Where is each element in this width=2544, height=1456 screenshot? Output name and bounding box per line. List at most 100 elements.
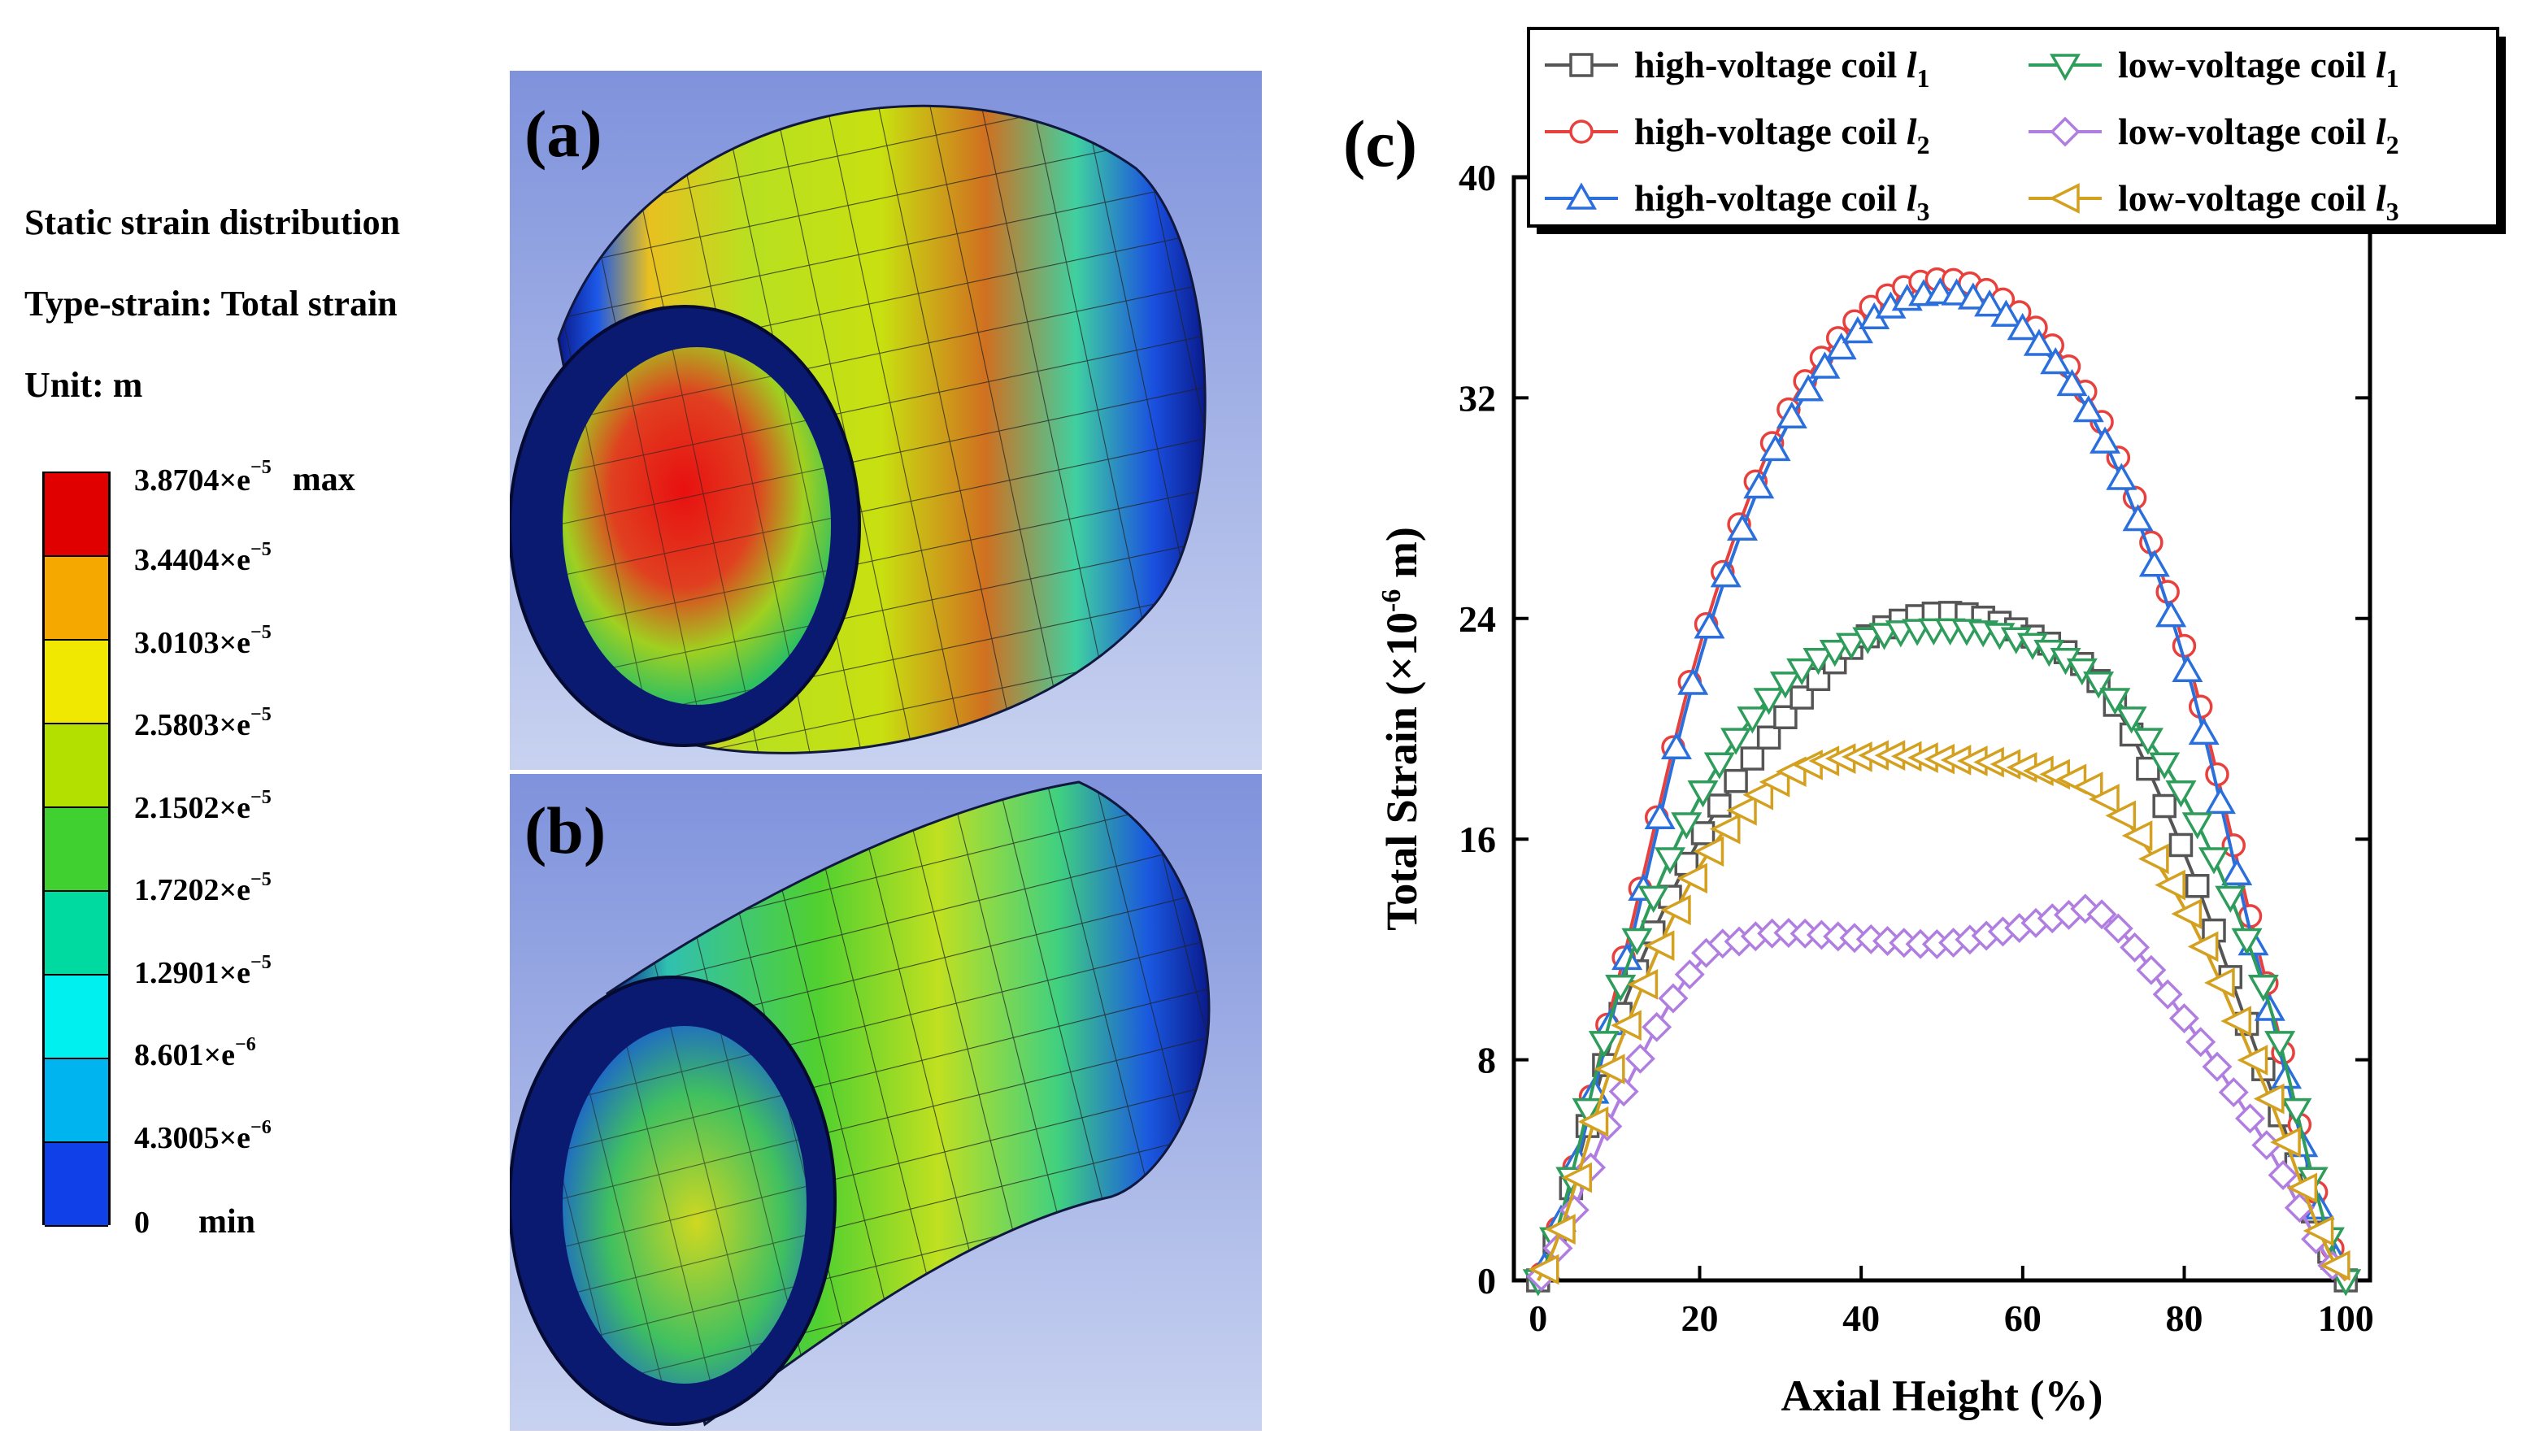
series-marker xyxy=(2165,780,2197,808)
series-marker xyxy=(1572,1097,1603,1126)
series-marker xyxy=(2007,312,2038,341)
series-marker xyxy=(1809,351,1841,379)
colorbar-label: 2.5803×e−5 xyxy=(134,704,272,743)
series-marker xyxy=(2220,1006,2251,1037)
colorbar-label: 4.3005×e−6 xyxy=(134,1116,272,1155)
legend-label: high-voltage coil l2 xyxy=(1634,111,1930,159)
series-marker xyxy=(2235,1103,2266,1134)
y-tick-label: 16 xyxy=(1459,819,1496,860)
series-marker xyxy=(1710,560,1742,588)
series-marker xyxy=(2247,975,2279,1002)
legend-marker xyxy=(2050,116,2081,147)
series-marker xyxy=(1825,332,1857,360)
series-marker xyxy=(2188,694,2213,719)
series-marker xyxy=(2040,347,2072,375)
series-marker xyxy=(1677,667,1709,695)
info-type: Type-strain: Total strain xyxy=(24,284,398,324)
series-line xyxy=(1536,628,2348,1281)
colorbar-segment xyxy=(45,640,108,724)
colorbar-label: 3.4404×e−5 xyxy=(134,539,272,578)
series-marker xyxy=(1637,885,1669,913)
colorbar-label: 0 min xyxy=(134,1203,256,1241)
series-marker xyxy=(2083,671,2115,699)
x-tick-label: 100 xyxy=(2318,1297,2374,1339)
series-marker xyxy=(2221,858,2253,886)
series-marker xyxy=(1720,728,1752,755)
series-marker xyxy=(2122,504,2154,532)
series-marker xyxy=(1740,746,1765,771)
series-marker xyxy=(1776,401,1807,429)
x-tick-label: 0 xyxy=(1529,1297,1547,1339)
series-marker xyxy=(2286,1172,2318,1204)
colorbar-segment xyxy=(45,807,108,892)
series-marker xyxy=(1709,813,1741,845)
series-marker xyxy=(1608,1076,1639,1107)
legend-marker xyxy=(1569,120,1594,144)
series-marker xyxy=(2149,752,2181,780)
series-marker xyxy=(2171,898,2203,929)
series-marker xyxy=(1658,983,1689,1014)
series-marker xyxy=(2086,899,2117,930)
series-marker xyxy=(2152,793,2177,819)
series-marker xyxy=(1727,513,1759,541)
series-marker xyxy=(2152,979,2183,1010)
series-marker xyxy=(1644,802,1676,829)
x-tick-label: 80 xyxy=(2166,1297,2203,1339)
series-marker xyxy=(2106,463,2137,490)
legend-marker xyxy=(2049,183,2080,214)
info-unit: Unit: m xyxy=(24,365,143,405)
series-marker xyxy=(1819,639,1850,667)
series-marker xyxy=(1605,975,1637,1002)
fem-panel-a xyxy=(510,71,1262,770)
series-marker xyxy=(1957,282,1989,310)
series-marker xyxy=(1759,767,1790,798)
legend-label: low-voltage coil l1 xyxy=(2118,44,2399,93)
y-tick-label: 40 xyxy=(1459,157,1496,198)
series-marker xyxy=(2264,1031,2296,1058)
colorbar-label: 1.2901×e−5 xyxy=(134,951,272,990)
series-marker xyxy=(1756,725,1781,750)
series-marker xyxy=(2204,786,2236,815)
y-tick-label: 0 xyxy=(1477,1260,1496,1302)
series-marker xyxy=(1690,821,1716,845)
series-marker xyxy=(1990,299,2022,327)
series-marker xyxy=(1707,793,1732,818)
series-marker xyxy=(1594,1054,1625,1084)
legend-box xyxy=(1527,27,2499,228)
series-marker xyxy=(2056,368,2088,397)
x-tick-label: 40 xyxy=(1842,1297,1880,1339)
legend-marker xyxy=(2049,54,2081,81)
series-marker xyxy=(1561,1162,1593,1193)
series-marker xyxy=(1611,1010,1642,1041)
x-axis-title: Axial Height (%) xyxy=(1781,1371,2103,1420)
series-marker xyxy=(1693,836,1724,867)
series-marker xyxy=(1786,658,1818,686)
series-marker xyxy=(2231,928,2263,955)
series-marker xyxy=(1671,812,1703,840)
colorbar-segment xyxy=(45,724,108,808)
series-marker xyxy=(1674,959,1705,990)
series-marker xyxy=(2185,1027,2216,1058)
y-tick-label: 24 xyxy=(1459,598,1496,640)
series-marker xyxy=(2090,426,2121,454)
series-marker xyxy=(1621,928,1653,955)
series-marker xyxy=(2155,869,2185,901)
legend-label: high-voltage coil l3 xyxy=(1634,177,1930,226)
colorbar-segment xyxy=(45,556,108,641)
series-marker xyxy=(2023,328,2055,356)
legend-label: high-voltage coil l1 xyxy=(1634,44,1930,93)
series-marker xyxy=(2281,1097,2312,1126)
y-axis-title: Total Strain (×10-6 m) xyxy=(1376,527,1426,931)
colorbar xyxy=(42,472,111,1227)
series-marker xyxy=(1627,969,1659,1000)
colorbar-label: 3.8704×e−5 max xyxy=(134,457,355,498)
series-marker xyxy=(2121,820,2153,851)
series-marker xyxy=(2132,728,2163,755)
series-marker xyxy=(2172,654,2203,682)
series-marker xyxy=(1687,780,1719,808)
series-marker xyxy=(1528,1254,1559,1285)
legend-marker xyxy=(1565,182,1598,210)
series-marker xyxy=(2303,1215,2334,1246)
colorbar-label: 8.601×e−6 xyxy=(134,1034,256,1073)
colorbar-segment xyxy=(45,1058,108,1143)
